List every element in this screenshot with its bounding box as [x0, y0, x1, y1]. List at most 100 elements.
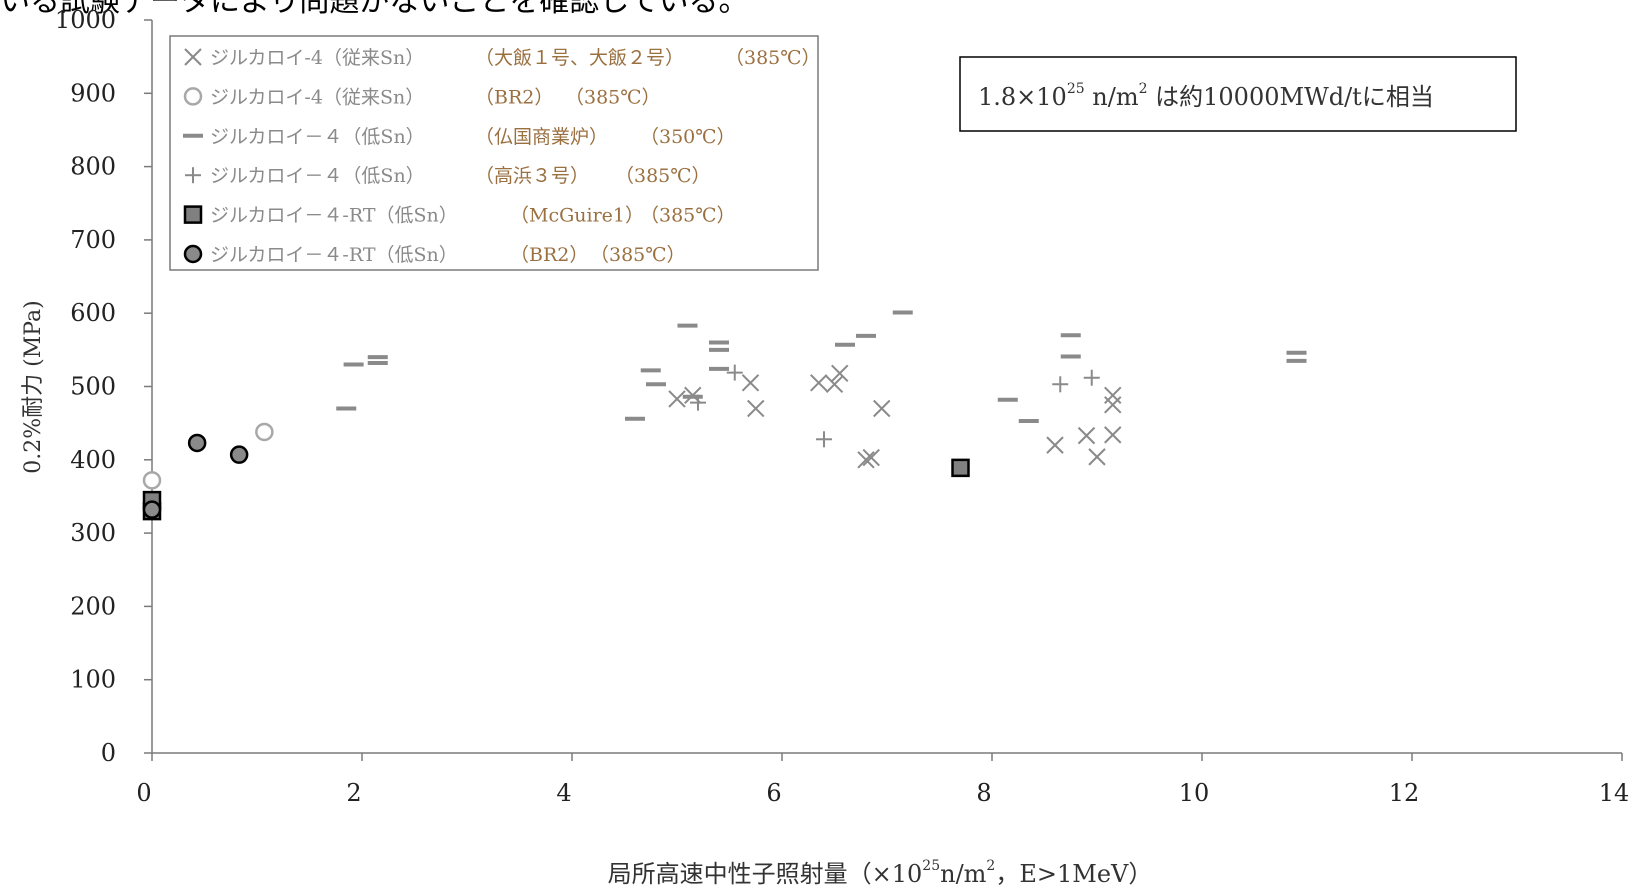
marker-stroke	[873, 399, 891, 418]
data-point-series-0	[741, 374, 760, 392]
marker-stroke	[810, 374, 828, 392]
annotation-text-part: 2	[1139, 81, 1148, 97]
y-axis-label: 0.2%耐力 (MPa)	[21, 300, 46, 474]
data-point-series-0	[857, 451, 875, 469]
tick-labels: 0 100 200 300 400 500 600 700 800 900 1000 0 2 4 6 8 10 1…	[55, 6, 1629, 807]
data-point-series-0	[1046, 436, 1064, 454]
marker-stroke	[668, 390, 686, 408]
legend-label: ジルカロイ－４（低Sn）	[210, 126, 425, 148]
data-point-series-0	[1104, 396, 1122, 414]
legend-label: （385℃）	[590, 244, 686, 266]
data-point-series-0	[1104, 386, 1122, 405]
marker-shape	[951, 458, 970, 478]
data-point-series-0	[825, 375, 844, 394]
data-point-series-1	[142, 471, 162, 490]
legend: ジルカロイ-4（従来Sn） （大飯１号、大飯２号） （385℃） ジルカロイ-4（従来…	[169, 35, 821, 271]
y-tick-label: 1000	[55, 6, 116, 34]
legend-label: （385℃）	[565, 86, 661, 108]
data-point-series-1	[255, 422, 274, 442]
x-tick-label: 2	[346, 779, 361, 807]
cropped-heading: いる試験データにより問題がないことを確認している。	[0, 0, 749, 19]
marker-stroke	[747, 399, 765, 418]
marker-stroke	[1088, 448, 1106, 466]
x-axis-label-part: 2	[986, 858, 995, 874]
y-tick-label: 0	[101, 739, 116, 767]
marker-shape	[183, 87, 203, 106]
marker-shape	[255, 422, 274, 442]
y-tick-label: 600	[70, 299, 116, 327]
marker-stroke	[857, 451, 875, 469]
x-tick-label: 10	[1179, 779, 1210, 807]
x-axis-label-part: 局所高速中性子照射量（×10	[608, 860, 923, 888]
legend-label: （BR2）	[475, 86, 553, 108]
y-tick-label: 900	[70, 79, 116, 107]
legend-label: ジルカロイ－４-RT（低Sn）	[210, 205, 458, 227]
x-axis-label-part: 25	[922, 858, 940, 874]
marker-stroke	[862, 448, 880, 467]
legend-label: ジルカロイ-4（従来Sn）	[210, 86, 424, 108]
y-tick-label: 200	[70, 592, 116, 620]
legend-label: （高浜３号）	[475, 165, 589, 187]
legend-label: （大飯１号、大飯２号）	[475, 47, 684, 69]
y-tick-label: 800	[70, 153, 116, 181]
marker-stroke	[1046, 436, 1064, 454]
y-tick-label: 100	[70, 666, 116, 694]
data-point-series-3	[816, 431, 832, 448]
y-tick-label: 500	[70, 373, 116, 401]
x-tick-label: 8	[976, 779, 991, 807]
legend-marker	[183, 205, 203, 224]
x-tick-label: 4	[556, 779, 571, 807]
marker-stroke	[831, 364, 849, 383]
data-point-series-0	[810, 374, 828, 392]
x-tick-label: 12	[1389, 779, 1420, 807]
y-tick-label: 400	[70, 446, 116, 474]
marker-stroke	[184, 48, 202, 66]
annotation-text: 1.8×1025 n/m2 は約10000MWd/tに相当	[978, 81, 1434, 111]
data-point-series-5	[187, 433, 207, 453]
y-tick-label: 300	[70, 519, 116, 547]
annotation-text-part: 25	[1067, 81, 1085, 97]
legend-marker	[183, 87, 203, 106]
annotation-box	[959, 56, 1517, 132]
data-point-series-0	[747, 399, 765, 418]
data-point-series-0	[1088, 448, 1106, 466]
marker-shape	[183, 244, 203, 264]
annotation-text-part: は約10000MWd/tに相当	[1148, 83, 1434, 111]
marker-stroke	[741, 374, 760, 392]
y-tick-label: 700	[70, 226, 116, 254]
data-point-series-3	[726, 364, 743, 381]
x-axis-label-part: n/m	[940, 860, 987, 888]
marker-shape	[183, 205, 203, 224]
data-point-series-0	[668, 390, 686, 408]
legend-label: （McGuire1）	[510, 205, 644, 227]
legend-label: （385℃）	[615, 165, 711, 187]
annotation-text-part: 1.8×10	[978, 83, 1067, 111]
data-point-series-0	[1077, 426, 1096, 445]
marker-stroke	[1077, 426, 1096, 445]
data-point-series-5	[142, 500, 162, 519]
marker-stroke	[1104, 426, 1122, 444]
axis-labels: 0.2%耐力 (MPa)局所高速中性子照射量（×1025n/m2，E>1MeV）	[21, 300, 1152, 888]
legend-label: ジルカロイ－４（低Sn）	[210, 165, 425, 187]
marker-shape	[187, 433, 207, 453]
marker-shape	[142, 471, 162, 490]
legend-label: （仏国商業炉）	[475, 126, 608, 148]
marker-stroke	[1104, 386, 1122, 405]
data-point-series-0	[1104, 426, 1122, 444]
x-tick-label: 6	[766, 779, 781, 807]
legend-marker	[184, 48, 202, 66]
data-point-series-3	[1052, 376, 1069, 393]
data-point-series-0	[831, 364, 849, 383]
x-axis-label-part: ，E>1MeV）	[995, 860, 1152, 888]
data-points	[142, 310, 1307, 521]
legend-label: ジルカロイ-4（従来Sn）	[210, 47, 424, 69]
data-point-series-5	[229, 445, 249, 464]
marker-shape	[142, 500, 162, 519]
legend-label: （350℃）	[640, 126, 736, 148]
legend-label: （385℃）	[725, 47, 821, 69]
annotation-text-part: n/m	[1085, 83, 1139, 111]
legend-label: （BR2）	[510, 244, 588, 266]
annotation: 1.8×1025 n/m2 は約10000MWd/tに相当	[959, 56, 1517, 132]
x-axis-label: 局所高速中性子照射量（×1025n/m2，E>1MeV）	[608, 858, 1153, 888]
